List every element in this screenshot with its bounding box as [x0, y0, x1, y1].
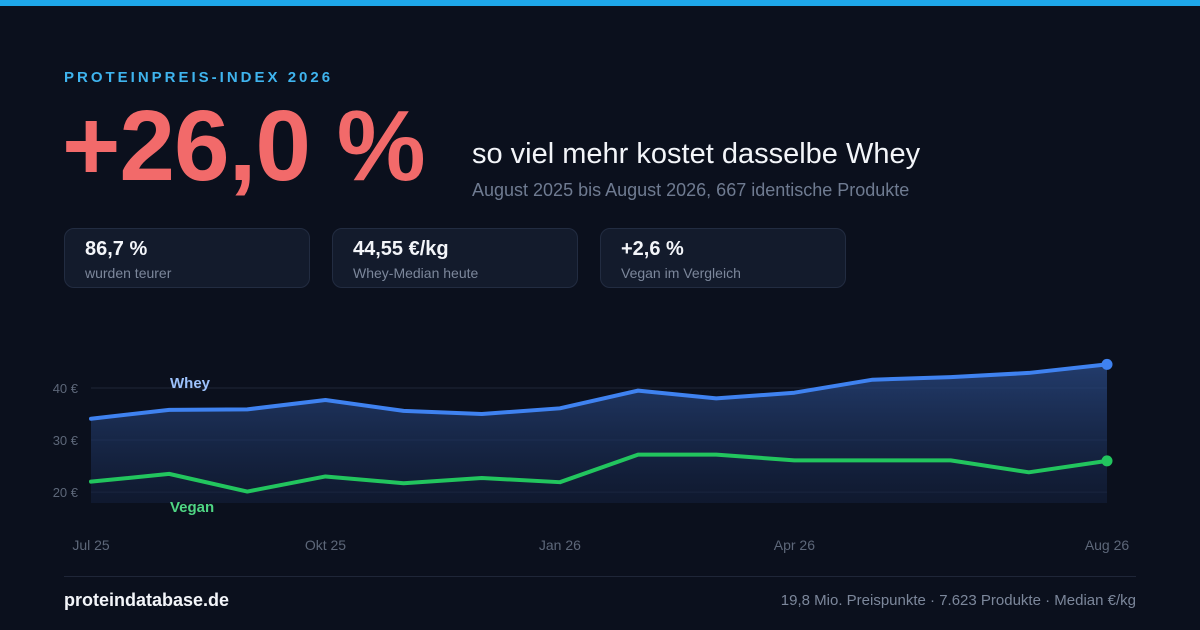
hero-percentage: +26,0 %	[62, 90, 426, 202]
whey-endpoint-dot	[1101, 358, 1113, 370]
stat-card-share-increased: 86,7 % wurden teurer	[64, 228, 310, 288]
x-tick-label: Jul 25	[72, 537, 110, 553]
eyebrow-title: PROTEINPREIS-INDEX 2026	[64, 69, 334, 86]
headline: so viel mehr kostet dasselbe Whey	[472, 138, 921, 170]
y-tick-label: 40 €	[53, 381, 79, 396]
stat-label: wurden teurer	[85, 265, 172, 281]
stat-value: 44,55 €/kg	[353, 238, 449, 260]
footer-meta: 19,8 Mio. Preispunkte · 7.623 Produkte ·…	[780, 592, 1136, 609]
x-tick-label: Jan 26	[539, 537, 581, 553]
x-tick-label: Aug 26	[1085, 537, 1130, 553]
stat-label: Vegan im Vergleich	[621, 265, 741, 281]
whey-area	[91, 364, 1107, 503]
y-tick-label: 20 €	[53, 485, 79, 500]
stat-value: +2,6 %	[621, 238, 684, 260]
stat-card-whey-median: 44,55 €/kg Whey-Median heute	[332, 228, 578, 288]
whey-line	[89, 362, 1109, 421]
subline: August 2025 bis August 2026, 667 identis…	[472, 180, 910, 200]
whey-series-label: Whey	[170, 375, 211, 392]
y-tick-label: 30 €	[53, 433, 79, 448]
top-accent-bar	[0, 0, 1200, 6]
x-tick-label: Apr 26	[774, 537, 815, 553]
vegan-line	[89, 452, 1109, 494]
site-name: proteindatabase.de	[64, 590, 230, 610]
stat-label: Whey-Median heute	[353, 265, 479, 281]
x-tick-label: Okt 25	[305, 537, 346, 553]
stat-card-vegan-comparison: +2,6 % Vegan im Vergleich	[600, 228, 846, 288]
stat-value: 86,7 %	[85, 238, 148, 260]
vegan-endpoint-dot	[1101, 455, 1113, 467]
footer-divider	[64, 576, 1136, 577]
vegan-series-label: Vegan	[170, 499, 214, 516]
